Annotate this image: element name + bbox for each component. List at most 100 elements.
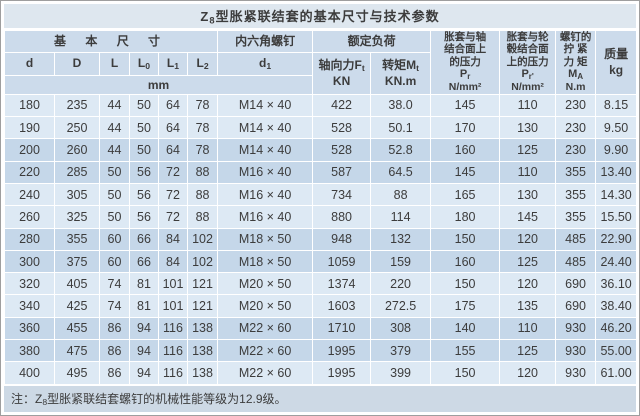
table-cell: M20 × 50 — [217, 272, 314, 296]
table-cell: M18 × 50 — [217, 227, 314, 251]
table-cell: 72 — [158, 205, 188, 229]
table-cell: 116 — [158, 316, 188, 341]
table-cell: 56 — [129, 160, 159, 185]
table-cell: 475 — [54, 339, 100, 363]
table-cell: 84 — [158, 249, 188, 274]
table-cell: 50 — [129, 116, 159, 140]
table-cell: 86 — [99, 361, 130, 385]
header-col-mass: 质量 kg — [595, 30, 638, 95]
table-cell: 260 — [54, 138, 100, 162]
table-cell: M22 × 60 — [217, 316, 314, 341]
table-cell: 60 — [99, 249, 130, 274]
table-cell: 81 — [129, 294, 159, 318]
table-cell: 305 — [54, 182, 100, 207]
table-cell: 14.30 — [595, 182, 638, 207]
table-cell: 50.1 — [370, 116, 432, 140]
table-cell: 400 — [4, 361, 55, 385]
table-cell: 300 — [4, 249, 55, 274]
table-row: 360 455 86 94 116 138 M22 × 60 1710 308 140 110 930… — [4, 316, 638, 341]
table-cell: 379 — [370, 339, 432, 363]
table-cell: 320 — [4, 272, 55, 296]
table-row: 260 325 50 56 72 88 M16 × 40 880 114 180 145 355 15.… — [4, 205, 638, 229]
table-cell: 36.10 — [595, 272, 638, 296]
table-cell: 145 — [430, 160, 501, 185]
table-cell: 165 — [430, 182, 501, 207]
header-group-hex-screw: 内六角螺钉 — [217, 30, 314, 53]
table-cell: 230 — [555, 138, 597, 162]
table-cell: 88 — [186, 205, 219, 229]
spec-table: 基 本 尺 寸 内六角螺钉 额定负荷 胀套与轴 结合面上 的压力 Pr N/mm… — [3, 30, 638, 385]
table-cell: 175 — [430, 294, 501, 318]
header-col-L0: L0 — [129, 52, 159, 76]
table-cell: 50 — [99, 160, 130, 185]
table-cell: 280 — [4, 227, 55, 251]
table-cell: 220 — [4, 160, 55, 185]
table-cell: 64 — [158, 138, 188, 162]
table-cell: 930 — [555, 361, 597, 385]
table-header: 基 本 尺 寸 内六角螺钉 额定负荷 胀套与轴 结合面上 的压力 Pr N/mm… — [3, 30, 638, 95]
table-cell: 150 — [430, 361, 501, 385]
table-cell: 84 — [158, 227, 188, 251]
table-cell: 1059 — [312, 249, 372, 274]
footnote: 注：Z8型胀紧联结套螺钉的机械性能等级为12.9级。 — [4, 386, 636, 412]
table-cell: 355 — [555, 182, 597, 207]
table-cell: M22 × 60 — [217, 361, 314, 385]
table-cell: 120 — [499, 361, 557, 385]
table-cell: 8.15 — [595, 93, 638, 118]
table-cell: 78 — [186, 116, 219, 140]
table-cell: 120 — [499, 227, 557, 251]
table-cell: 50 — [99, 182, 130, 207]
table-row: 220 285 50 56 72 88 M16 × 40 587 64.5 145 110 355 13… — [4, 160, 638, 185]
table-cell: 690 — [555, 294, 597, 318]
header-row-groups: 基 本 尺 寸 内六角螺钉 额定负荷 胀套与轴 结合面上 的压力 Pr N/mm… — [3, 30, 638, 95]
table-cell: 380 — [4, 339, 55, 363]
table-cell: 138 — [186, 316, 219, 341]
table-cell: 101 — [158, 272, 188, 296]
table-cell: 9.90 — [595, 138, 638, 162]
table-cell: 930 — [555, 339, 597, 363]
table-cell: 325 — [54, 205, 100, 229]
title-text: Z8型胀紧联结套的基本尺寸与技术参数 — [200, 9, 440, 26]
table-row: 200 260 44 50 64 78 M14 × 40 528 52.8 160 125 230 9.… — [4, 138, 638, 162]
table-cell: 50 — [129, 93, 159, 118]
table-cell: 116 — [158, 361, 188, 385]
table-cell: 121 — [186, 272, 219, 296]
table-cell: 130 — [499, 116, 557, 140]
table-cell: 94 — [129, 361, 159, 385]
table-cell: M16 × 40 — [217, 160, 314, 185]
table-cell: 88 — [186, 160, 219, 185]
header-col-L1: L1 — [158, 52, 188, 76]
table-cell: 180 — [430, 205, 501, 229]
table-cell: 930 — [555, 316, 597, 341]
table-cell: M14 × 40 — [217, 93, 314, 118]
table-row: 280 355 60 66 84 102 M18 × 50 948 132 150 120 485 22… — [4, 227, 638, 251]
table-cell: 44 — [99, 138, 130, 162]
table-cell: 66 — [129, 227, 159, 251]
spec-table-wrapper: 基 本 尺 寸 内六角螺钉 额定负荷 胀套与轴 结合面上 的压力 Pr N/mm… — [3, 30, 638, 385]
table-cell: 52.8 — [370, 138, 432, 162]
table-cell: 355 — [555, 205, 597, 229]
table-cell: 235 — [54, 93, 100, 118]
header-col-d: d — [4, 52, 55, 76]
table-cell: 422 — [312, 93, 372, 118]
table-cell: 1995 — [312, 361, 372, 385]
table-cell: 44 — [99, 93, 130, 118]
table-cell: 485 — [555, 227, 597, 251]
table-cell: 94 — [129, 339, 159, 363]
table-cell: M16 × 40 — [217, 205, 314, 229]
table-cell: 110 — [499, 316, 557, 341]
table-cell: 734 — [312, 182, 372, 207]
table-cell: 38.0 — [370, 93, 432, 118]
table-row: 380 475 86 94 116 138 M22 × 60 1995 379 155 125 930… — [4, 339, 638, 363]
table-cell: 110 — [499, 93, 557, 118]
table-cell: 94 — [129, 316, 159, 341]
table-cell: 587 — [312, 160, 372, 185]
table-cell: 1995 — [312, 339, 372, 363]
table-cell: 132 — [370, 227, 432, 251]
table-cell: 130 — [499, 182, 557, 207]
header-col-pressure-shaft: 胀套与轴 结合面上 的压力 Pr N/mm² — [430, 30, 501, 95]
table-cell: 81 — [129, 272, 159, 296]
table-cell: 22.90 — [595, 227, 638, 251]
table-row: 240 305 50 56 72 88 M16 × 40 734 88 165 130 355 14.3… — [4, 182, 638, 207]
table-cell: M14 × 40 — [217, 138, 314, 162]
